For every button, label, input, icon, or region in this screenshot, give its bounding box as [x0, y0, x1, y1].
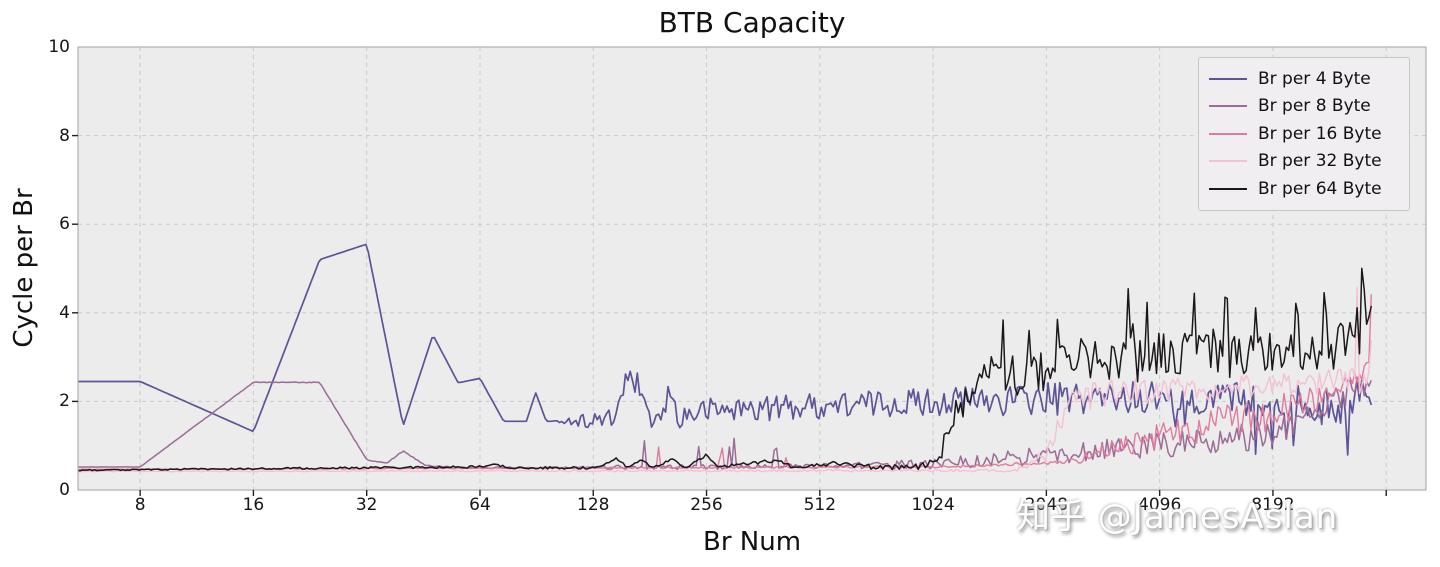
- x-tick-label-128: 128: [577, 495, 610, 515]
- plot-border: [77, 46, 1427, 491]
- x-axis-label: Br Num: [702, 527, 802, 557]
- tick-marks: [72, 134, 1387, 496]
- legend-label: Br per 64 Byte: [1258, 178, 1382, 199]
- series-line-br-per-16-byte: [77, 294, 1372, 471]
- gridlines: [78, 47, 1426, 490]
- x-tick-label-512: 512: [803, 495, 837, 515]
- legend: Br per 4 Byte Br per 8 Byte Br per 16 Byte…: [1198, 57, 1410, 211]
- y-tick-label-10: 10: [48, 37, 70, 57]
- series-line-br-per-64-byte: [77, 267, 1373, 472]
- chart-title: BTB Capacity: [658, 6, 846, 39]
- series-line-br-per-4-byte: [78, 243, 1373, 456]
- legend-label: Br per 8 Byte: [1258, 96, 1371, 117]
- legend-line-swatch: [1209, 132, 1247, 135]
- x-tick-label-32: 32: [355, 495, 378, 515]
- y-tick-label-8: 8: [59, 125, 70, 146]
- legend-line-swatch: [1209, 160, 1247, 163]
- x-tick-label-2048: 2048: [1024, 495, 1068, 515]
- x-tick-label-1024: 1024: [911, 495, 955, 515]
- legend-label: Br per 4 Byte: [1258, 68, 1371, 89]
- x-tick-label-8: 8: [134, 495, 146, 515]
- legend-line-swatch: [1209, 77, 1247, 80]
- legend-label: Br per 32 Byte: [1258, 151, 1382, 172]
- legend-label: Br per 16 Byte: [1258, 123, 1382, 144]
- y-tick-label-6: 6: [59, 214, 70, 235]
- y-tick-label-0: 0: [59, 480, 70, 500]
- legend-item-br-per-4-byte: Br per 4 Byte: [1209, 65, 1401, 93]
- x-tick-label-8192: 8192: [1251, 495, 1295, 515]
- series-line-br-per-32-byte: [78, 286, 1372, 473]
- legend-line-swatch: [1209, 187, 1247, 190]
- watermark: 知乎 @JamesAslan: [1016, 497, 1339, 537]
- series-lines: [77, 243, 1373, 473]
- legend-line-swatch: [1209, 105, 1247, 108]
- legend-item-br-per-32-byte: Br per 32 Byte: [1209, 148, 1401, 176]
- x-tick-label-64: 64: [469, 495, 491, 515]
- legend-item-br-per-8-byte: Br per 8 Byte: [1209, 93, 1401, 121]
- y-tick-label-2: 2: [59, 391, 70, 412]
- legend-item-br-per-16-byte: Br per 16 Byte: [1209, 120, 1401, 148]
- y-tick-label-4: 4: [59, 302, 70, 323]
- legend-item-br-per-64-byte: Br per 64 Byte: [1209, 175, 1401, 203]
- x-tick-label-4096: 4096: [1138, 495, 1182, 515]
- x-tick-label-256: 256: [690, 495, 723, 515]
- x-tick-label-16: 16: [242, 495, 265, 515]
